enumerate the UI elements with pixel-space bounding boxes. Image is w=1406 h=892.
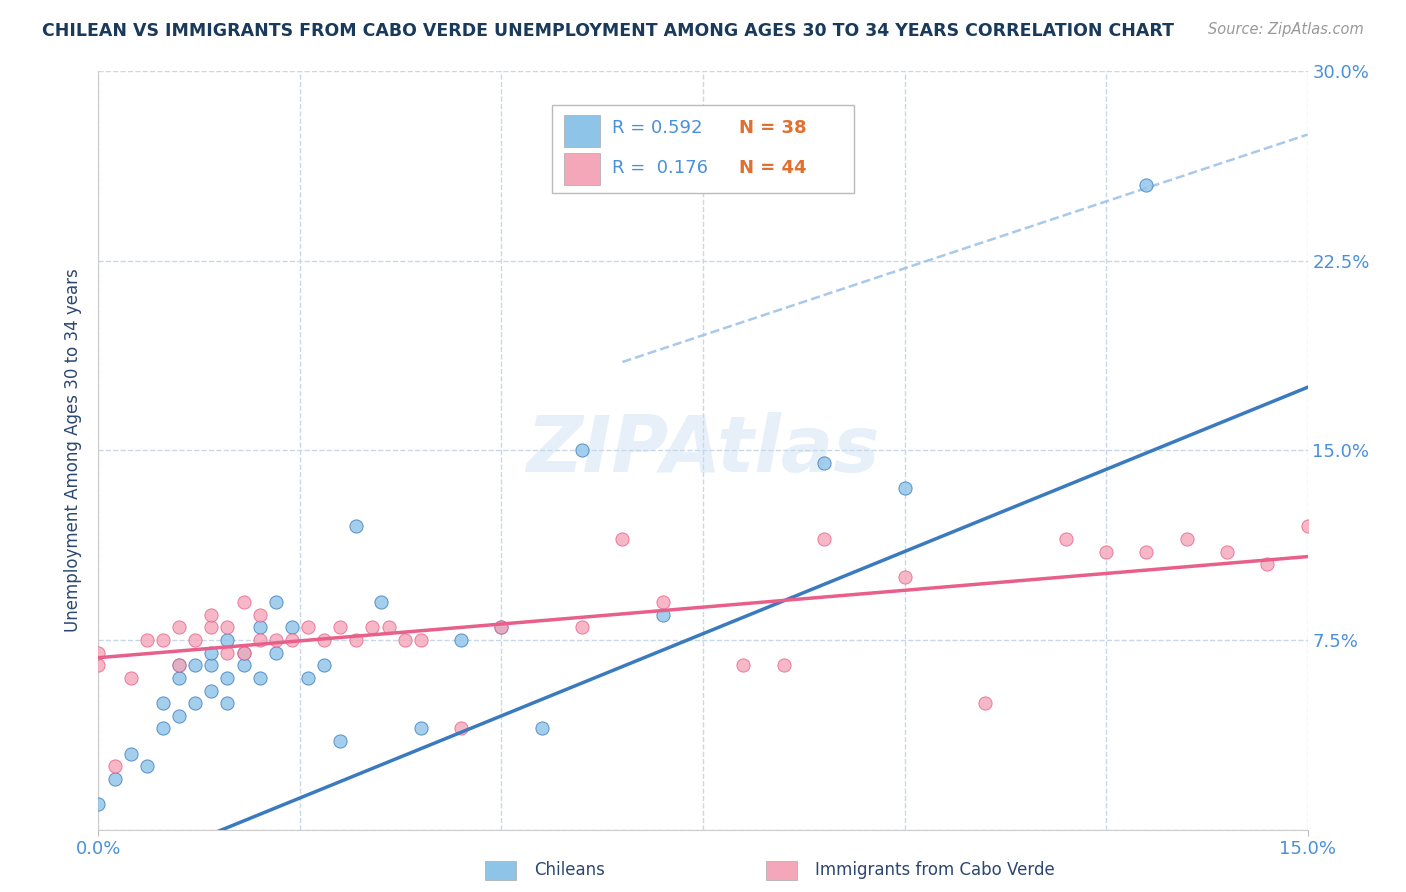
Point <box>152 722 174 736</box>
Point <box>1216 544 1239 558</box>
Point <box>249 607 271 622</box>
Point <box>103 772 125 786</box>
Point <box>120 671 142 685</box>
Point <box>1175 532 1198 546</box>
Text: ZIPAtlas: ZIPAtlas <box>526 412 880 489</box>
Point <box>200 646 222 660</box>
Point <box>394 633 416 648</box>
Point <box>167 620 190 634</box>
Point <box>1135 178 1157 193</box>
Point <box>450 722 472 736</box>
Point <box>409 722 432 736</box>
Point <box>167 708 190 723</box>
Text: Chileans: Chileans <box>534 861 605 879</box>
Point <box>249 671 271 685</box>
Point <box>491 620 513 634</box>
Point <box>167 658 190 673</box>
Text: N = 38: N = 38 <box>740 120 807 137</box>
Point <box>409 633 432 648</box>
Point <box>217 671 239 685</box>
Point <box>893 482 915 496</box>
Point <box>297 671 319 685</box>
Point <box>200 658 222 673</box>
Point <box>329 734 352 748</box>
Point <box>87 658 110 673</box>
Point <box>344 519 367 533</box>
Point <box>184 658 207 673</box>
Point <box>264 633 287 648</box>
Text: Source: ZipAtlas.com: Source: ZipAtlas.com <box>1208 22 1364 37</box>
Point <box>974 696 997 710</box>
Point <box>217 620 239 634</box>
Point <box>217 633 239 648</box>
Point <box>772 658 794 673</box>
Point <box>1135 544 1157 558</box>
Point <box>651 607 673 622</box>
Point <box>281 620 304 634</box>
Point <box>217 646 239 660</box>
Point <box>232 595 254 609</box>
Point <box>344 633 367 648</box>
Point <box>612 532 634 546</box>
Point <box>314 658 336 673</box>
Point <box>893 570 915 584</box>
Point <box>232 646 254 660</box>
Point <box>167 671 190 685</box>
Point <box>200 683 222 698</box>
Point <box>297 620 319 634</box>
Point <box>530 722 553 736</box>
Point <box>87 646 110 660</box>
Point <box>264 595 287 609</box>
Point <box>1054 532 1077 546</box>
Point <box>651 595 673 609</box>
Point <box>370 595 392 609</box>
Point <box>200 607 222 622</box>
Text: CHILEAN VS IMMIGRANTS FROM CABO VERDE UNEMPLOYMENT AMONG AGES 30 TO 34 YEARS COR: CHILEAN VS IMMIGRANTS FROM CABO VERDE UN… <box>42 22 1174 40</box>
Point <box>103 759 125 773</box>
Point <box>281 633 304 648</box>
Point <box>361 620 384 634</box>
Point <box>571 620 593 634</box>
Point <box>329 620 352 634</box>
Point <box>813 532 835 546</box>
Point <box>1296 519 1319 533</box>
Point <box>1256 557 1278 572</box>
Point <box>733 658 755 673</box>
Text: R = 0.592: R = 0.592 <box>613 120 703 137</box>
Point <box>152 633 174 648</box>
Point <box>571 443 593 458</box>
Point <box>152 696 174 710</box>
Point <box>377 620 399 634</box>
Point <box>232 658 254 673</box>
Point <box>167 658 190 673</box>
Point <box>1095 544 1118 558</box>
Point <box>249 633 271 648</box>
Point <box>264 646 287 660</box>
Point <box>232 646 254 660</box>
Point <box>184 633 207 648</box>
Point <box>184 696 207 710</box>
Text: R =  0.176: R = 0.176 <box>613 159 709 177</box>
Point <box>200 620 222 634</box>
Point <box>491 620 513 634</box>
Point <box>450 633 472 648</box>
Point <box>813 456 835 470</box>
Bar <box>564 153 600 186</box>
Point <box>217 696 239 710</box>
Point <box>87 797 110 812</box>
Point <box>314 633 336 648</box>
Bar <box>564 115 600 147</box>
Point <box>135 633 157 648</box>
FancyBboxPatch shape <box>551 105 855 193</box>
Text: N = 44: N = 44 <box>740 159 807 177</box>
Point <box>135 759 157 773</box>
Point <box>249 620 271 634</box>
Y-axis label: Unemployment Among Ages 30 to 34 years: Unemployment Among Ages 30 to 34 years <box>65 268 83 632</box>
Text: Immigrants from Cabo Verde: Immigrants from Cabo Verde <box>815 861 1056 879</box>
Point <box>120 747 142 761</box>
